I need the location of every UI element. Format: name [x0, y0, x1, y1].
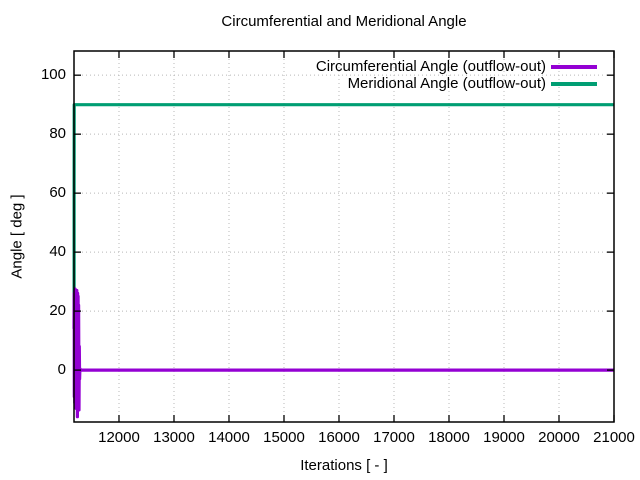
y-tick-label: 40	[49, 243, 66, 261]
x-tick-label: 12000	[98, 429, 140, 446]
y-tick-label: 0	[57, 361, 66, 379]
series-line-meridional	[72, 103, 614, 329]
x-tick-label: 14000	[208, 429, 250, 446]
plot-border	[73, 50, 615, 423]
x-tick-label: 17000	[373, 429, 415, 446]
legend: Circumferential Angle (outflow-out) Merid…	[316, 58, 597, 92]
legend-item: Circumferential Angle (outflow-out)	[316, 58, 597, 75]
x-tick-label: 18000	[428, 429, 470, 446]
series-line-circumferential	[72, 287, 614, 419]
legend-line-sample	[551, 64, 597, 69]
y-tick-label: 80	[49, 125, 66, 143]
x-tick-label: 15000	[263, 429, 305, 446]
x-tick-label: 13000	[153, 429, 195, 446]
x-tick-label: 21000	[593, 429, 635, 446]
chart-title: Circumferential and Meridional Angle	[221, 13, 467, 30]
y-tick-label: 20	[49, 302, 66, 320]
legend-label: Circumferential Angle (outflow-out)	[315, 58, 546, 75]
x-axis-title: Iterations [ - ]	[300, 457, 388, 474]
x-tick-label: 16000	[318, 429, 360, 446]
y-tick-label: 60	[49, 184, 66, 202]
x-tick-label: 20000	[538, 429, 580, 446]
x-tick-label: 19000	[483, 429, 525, 446]
legend-line-sample	[551, 81, 597, 86]
y-tick-label: 100	[40, 66, 66, 84]
legend-label: Meridional Angle (outflow-out)	[347, 75, 546, 92]
legend-item: Meridional Angle (outflow-out)	[316, 75, 597, 92]
